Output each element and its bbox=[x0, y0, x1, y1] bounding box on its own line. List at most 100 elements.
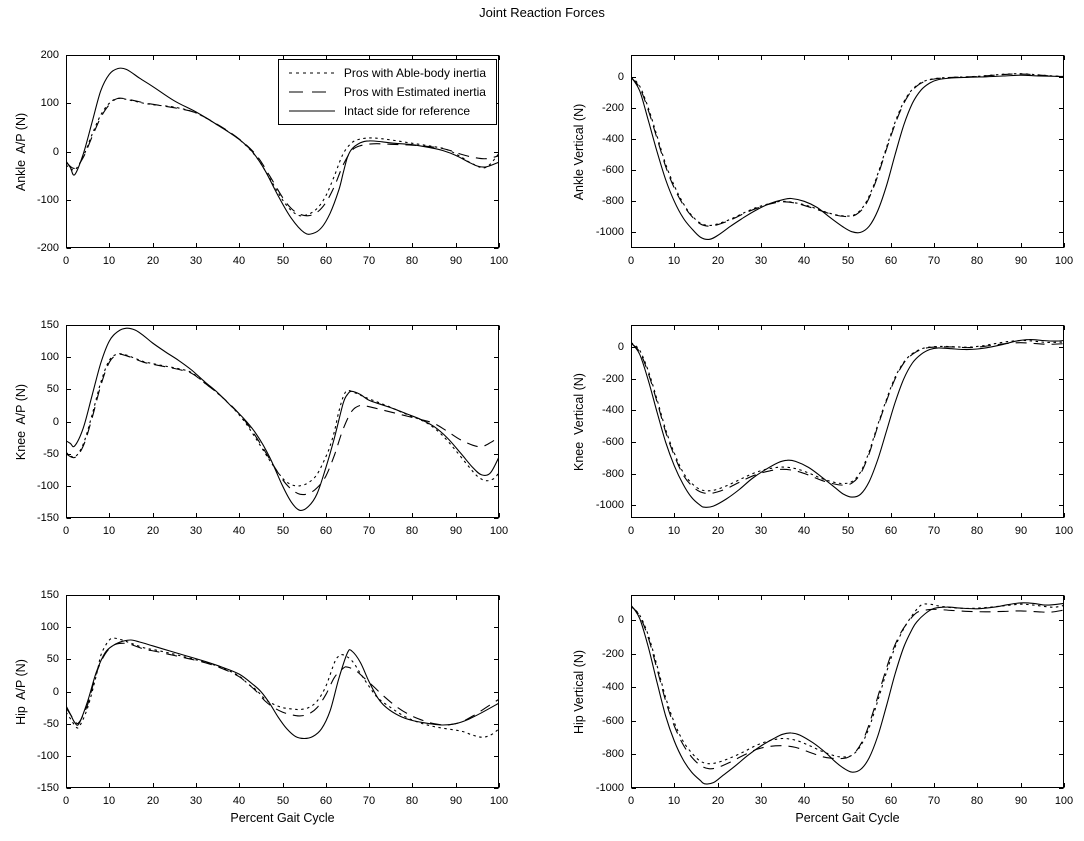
y-tick-label: -200 bbox=[601, 373, 624, 385]
x-tick-label: 90 bbox=[1014, 795, 1028, 807]
y-tick-label: 50 bbox=[46, 653, 59, 665]
y-tick-label: -600 bbox=[601, 715, 624, 727]
x-tick-label: 60 bbox=[319, 525, 333, 537]
plot-box bbox=[66, 55, 500, 249]
y-tick-label: 0 bbox=[52, 416, 59, 428]
legend-entry-label: Pros with Estimated inertia bbox=[343, 85, 486, 99]
series-dotted-line bbox=[631, 73, 1064, 226]
y-tick-label: -800 bbox=[601, 195, 624, 207]
y-axis-label: Hip A/P (N) bbox=[14, 658, 28, 725]
x-tick-label: 80 bbox=[405, 795, 419, 807]
legend: Pros with Able-body inertia Pros with Est… bbox=[277, 59, 497, 125]
x-tick-label: 40 bbox=[232, 795, 246, 807]
y-tick-label: -150 bbox=[36, 512, 59, 524]
y-axis-label: Hip Vertical (N) bbox=[572, 649, 586, 734]
x-tick-label: 70 bbox=[362, 255, 376, 267]
series-dotted-line bbox=[631, 339, 1064, 492]
axes-box bbox=[66, 325, 499, 518]
series-dashed-line bbox=[631, 342, 1064, 495]
x-tick-label: 30 bbox=[189, 525, 203, 537]
x-tick-label: 60 bbox=[884, 255, 898, 267]
legend-entry-label: Intact side for reference bbox=[343, 104, 470, 118]
y-tick-label: -1000 bbox=[595, 782, 624, 794]
x-tick-label: 0 bbox=[627, 795, 635, 807]
x-tick-label: 10 bbox=[102, 795, 116, 807]
x-tick-label: 10 bbox=[102, 255, 116, 267]
series-dashed-line bbox=[66, 642, 499, 726]
y-tick-label: -200 bbox=[36, 242, 59, 254]
x-tick-label: 70 bbox=[362, 525, 376, 537]
x-tick-label: 0 bbox=[62, 525, 70, 537]
x-tick-label: 50 bbox=[841, 795, 855, 807]
x-tick-label: 40 bbox=[232, 525, 246, 537]
x-tick-label: 50 bbox=[841, 255, 855, 267]
subplot-ankle-ap: 0 10 20 30 40 50 60 70 80 90 100 200 100 0 -100 -200 Ank… bbox=[14, 49, 508, 267]
x-tick-label: 100 bbox=[489, 525, 509, 537]
y-tick-label: -150 bbox=[36, 782, 59, 794]
x-tick-label: 60 bbox=[319, 255, 333, 267]
series-dotted-line bbox=[66, 353, 499, 487]
x-tick-label: 90 bbox=[449, 795, 463, 807]
y-axis-label: Knee A/P (N) bbox=[14, 383, 28, 460]
x-tick-label: 70 bbox=[362, 795, 376, 807]
y-tick-label: -200 bbox=[601, 648, 624, 660]
x-tick-label: 70 bbox=[927, 795, 941, 807]
x-tick-label: 60 bbox=[884, 525, 898, 537]
x-tick-label: 60 bbox=[319, 795, 333, 807]
series-solid-line bbox=[66, 67, 499, 235]
y-tick-label: -100 bbox=[36, 750, 59, 762]
x-tick-label: 20 bbox=[711, 525, 725, 537]
y-tick-label: 200 bbox=[40, 49, 59, 61]
y-tick-label: -400 bbox=[601, 133, 624, 145]
x-tick-label: 30 bbox=[189, 255, 203, 267]
x-tick-label: 30 bbox=[754, 795, 768, 807]
x-tick-label: 20 bbox=[146, 795, 160, 807]
y-tick-label: 100 bbox=[40, 351, 59, 363]
x-tick-label: 0 bbox=[62, 255, 70, 267]
axes-box bbox=[631, 55, 1064, 248]
y-tick-label: 0 bbox=[52, 146, 59, 158]
x-tick-label: 40 bbox=[232, 255, 246, 267]
axes-box bbox=[631, 325, 1064, 518]
y-tick-label: -400 bbox=[601, 404, 624, 416]
y-tick-label: 0 bbox=[617, 71, 624, 83]
series-dashed-line bbox=[66, 353, 499, 496]
y-tick-label: -600 bbox=[601, 436, 624, 448]
x-tick-label: 50 bbox=[841, 525, 855, 537]
x-tick-label: 30 bbox=[754, 255, 768, 267]
x-tick-label: 80 bbox=[405, 255, 419, 267]
series-solid-line bbox=[66, 327, 499, 511]
x-tick-label: 60 bbox=[884, 795, 898, 807]
x-tick-label: 20 bbox=[711, 795, 725, 807]
x-tick-label: 90 bbox=[1014, 255, 1028, 267]
series-dashed-line bbox=[66, 97, 499, 217]
subplot-knee-ap: 0 10 20 30 40 50 60 70 80 90 100 150 100 50 0 -50 -100 -1… bbox=[14, 319, 508, 537]
x-tick-label: 0 bbox=[62, 795, 70, 807]
y-tick-label: 150 bbox=[40, 589, 59, 601]
series-dotted-line bbox=[66, 637, 499, 738]
y-tick-label: -1000 bbox=[595, 226, 624, 238]
subplot-hip-ap: 0 10 20 30 40 50 60 70 80 90 100 150 100 50 0 -50 -100 -1… bbox=[14, 589, 508, 825]
series-solid-line bbox=[631, 74, 1064, 241]
x-tick-label: 40 bbox=[797, 255, 811, 267]
axes-box bbox=[66, 595, 499, 788]
plot-box bbox=[66, 595, 500, 789]
legend-entry-label: Pros with Able-body inertia bbox=[343, 66, 486, 80]
x-tick-label: 10 bbox=[102, 525, 116, 537]
x-tick-label: 40 bbox=[797, 525, 811, 537]
subplot-hip-vertical: 0 10 20 30 40 50 60 70 80 90 100 0 -200 -400 -600 -800 -… bbox=[572, 595, 1073, 825]
y-tick-label: -100 bbox=[36, 480, 59, 492]
legend-line-sample-solid bbox=[288, 110, 335, 112]
x-tick-label: 0 bbox=[627, 525, 635, 537]
figure-title: Joint Reaction Forces bbox=[479, 5, 605, 20]
axes-box bbox=[66, 55, 499, 248]
plot-box bbox=[631, 325, 1065, 518]
y-tick-label: 150 bbox=[40, 319, 59, 331]
x-tick-label: 100 bbox=[1054, 795, 1074, 807]
y-tick-label: -50 bbox=[43, 448, 59, 460]
y-tick-label: -1000 bbox=[595, 499, 624, 511]
x-tick-label: 10 bbox=[667, 525, 681, 537]
y-tick-label: -800 bbox=[601, 748, 624, 760]
x-tick-label: 100 bbox=[1054, 525, 1074, 537]
